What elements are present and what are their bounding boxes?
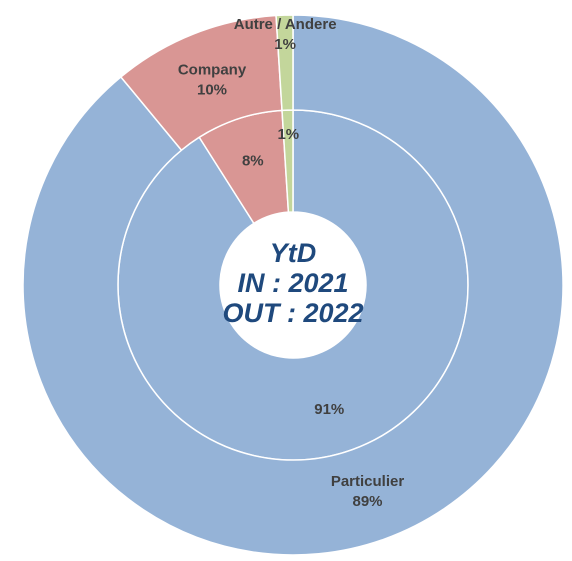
slice-label: Particulier	[331, 473, 405, 490]
value-label: 91%	[314, 401, 344, 418]
value-label: 10%	[197, 81, 227, 98]
value-label: 8%	[242, 152, 264, 169]
center-text: OUT : 2022	[222, 298, 363, 328]
slice-label: Company	[178, 61, 247, 78]
value-label: 89%	[353, 493, 383, 510]
slice-label: Autre / Andere	[234, 16, 337, 33]
donut-slice	[22, 14, 564, 556]
donut-slice	[275, 14, 294, 112]
center-text: IN : 2021	[237, 268, 348, 298]
value-label: 1%	[277, 126, 299, 143]
value-label: 1%	[274, 36, 296, 53]
center-text: YtD	[270, 238, 317, 268]
